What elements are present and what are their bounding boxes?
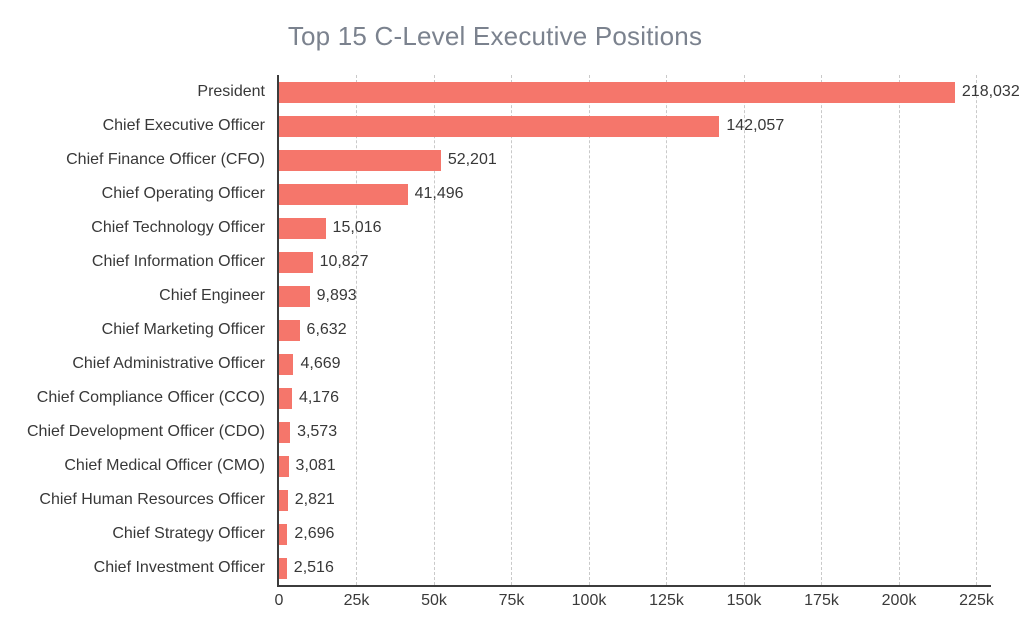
bar-row: 9,893 [279, 279, 991, 313]
value-label: 3,081 [295, 457, 336, 474]
bar-row: 10,827 [279, 245, 991, 279]
x-tick-label: 125k [649, 592, 684, 609]
bar [279, 115, 720, 137]
plot-area: 218,032 142,057 52,201 41,496 15,016 10,827 9,… [277, 75, 1020, 587]
gridline [821, 75, 822, 585]
category-label: Chief Medical Officer (CMO) [64, 457, 265, 474]
bar-row: 4,176 [279, 381, 991, 415]
value-label: 4,669 [300, 355, 341, 372]
value-label: 2,821 [294, 491, 335, 508]
bar-row: 4,669 [279, 347, 991, 381]
x-tick-label: 25k [343, 592, 370, 609]
category-label: Chief Information Officer [91, 253, 265, 270]
bar [279, 217, 326, 239]
category-label: Chief Investment Officer [93, 559, 265, 576]
gridline [356, 75, 357, 585]
chart-title: Top 15 C-Level Executive Positions [287, 21, 703, 51]
category-label: Chief Marketing Officer [101, 321, 265, 338]
x-tick-label: 75k [498, 592, 525, 609]
category-label: Chief Human Resources Officer [39, 491, 265, 508]
bar-row: 6,632 [279, 313, 991, 347]
bar [279, 421, 291, 443]
bar-rows: 218,032 142,057 52,201 41,496 15,016 10,827 9,… [279, 75, 1020, 585]
value-label: 218,032 [961, 83, 1020, 100]
category-label: President [197, 83, 265, 100]
bar [279, 149, 441, 171]
value-label: 15,016 [332, 219, 382, 236]
category-label: Chief Executive Officer [102, 117, 265, 134]
value-label: 3,573 [297, 423, 338, 440]
value-label: 2,696 [294, 525, 335, 542]
category-labels: President Chief Executive Officer Chief Fi… [0, 75, 277, 587]
bar-row: 142,057 [279, 109, 991, 143]
value-label: 10,827 [319, 253, 369, 270]
gridline [433, 75, 435, 585]
bar [279, 353, 294, 375]
category-label: Chief Finance Officer (CFO) [66, 151, 265, 168]
category-label: Chief Operating Officer [101, 185, 265, 202]
category-label: Chief Engineer [159, 287, 265, 304]
value-label: 41,496 [414, 185, 464, 202]
gridline [666, 75, 667, 585]
gridline [743, 75, 745, 585]
bar [279, 285, 310, 307]
x-tick-label: 175k [804, 592, 839, 609]
x-tick-label: 100k [571, 592, 607, 609]
bar [279, 557, 287, 579]
bar-row: 3,573 [279, 415, 991, 449]
x-tick-label: 200k [881, 592, 917, 609]
x-tick-label: 0 [274, 592, 284, 609]
bar [279, 319, 300, 341]
bar-row: 2,516 [279, 551, 991, 585]
bar-row: 3,081 [279, 449, 991, 483]
bar-row: 2,696 [279, 517, 991, 551]
bar [279, 455, 289, 477]
value-label: 9,893 [316, 287, 357, 304]
bar [279, 251, 313, 273]
category-label: Chief Administrative Officer [72, 355, 265, 372]
gridline [511, 75, 512, 585]
category-label: Chief Compliance Officer (CCO) [36, 389, 265, 406]
x-axis: 0 25k 50k 75k 100k 125k 150k 175k 200k 225k [275, 592, 994, 616]
bar [279, 183, 408, 205]
bar-row: 218,032 [279, 75, 1020, 109]
bar-row: 41,496 [279, 177, 991, 211]
category-label: Chief Technology Officer [91, 219, 265, 236]
bar [279, 81, 955, 103]
bar-chart: President Chief Executive Officer Chief Fi… [0, 75, 1020, 587]
x-tick-label: 50k [421, 592, 447, 609]
value-label: 4,176 [298, 389, 339, 406]
bar-row: 15,016 [279, 211, 991, 245]
x-tick-label: 150k [726, 592, 762, 609]
gridline [588, 75, 590, 585]
gridline [976, 75, 977, 585]
value-label: 2,516 [293, 559, 334, 576]
value-label: 142,057 [726, 117, 785, 134]
gridline [898, 75, 900, 585]
category-label: Chief Strategy Officer [112, 525, 265, 542]
value-label: 52,201 [447, 151, 497, 168]
bar [279, 387, 292, 409]
x-tick-label: 225k [959, 592, 994, 609]
bar [279, 523, 288, 545]
bar-row: 2,821 [279, 483, 991, 517]
value-label: 6,632 [306, 321, 347, 338]
bar-row: 52,201 [279, 143, 991, 177]
bar [279, 489, 288, 511]
category-label: Chief Development Officer (CDO) [27, 423, 265, 440]
